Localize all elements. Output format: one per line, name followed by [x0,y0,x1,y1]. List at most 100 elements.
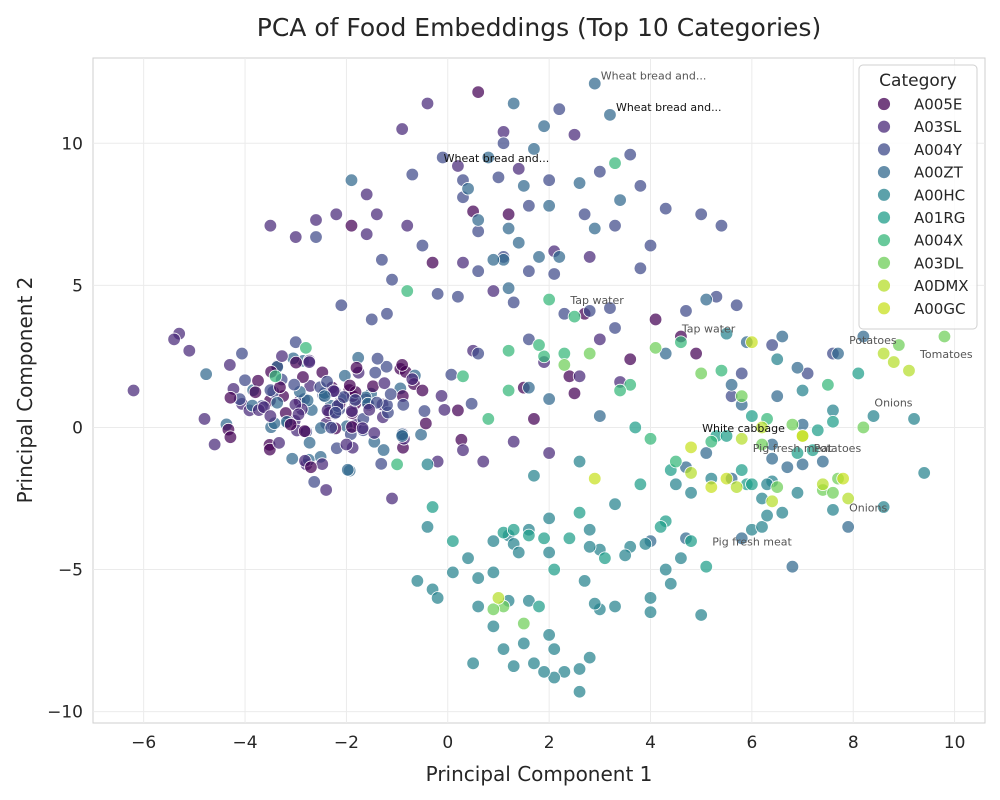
scatter-point [238,373,252,387]
scatter-point [735,531,749,545]
scatter-point [811,423,825,437]
scatter-point [506,434,521,449]
scatter-point [263,218,278,233]
scatter-point [562,531,577,545]
scatter-point [496,136,511,150]
x-axis-label: Principal Component 1 [426,762,653,786]
x-tick-label: −4 [233,733,258,753]
scatter-point [436,150,450,165]
scatter-point [471,571,485,585]
scatter-point [856,329,871,344]
scatter-point [126,383,141,398]
scatter-point [471,264,485,278]
scatter-point [547,642,561,656]
y-tick-label: −10 [47,703,83,723]
scatter-point [719,471,734,486]
scatter-point [430,287,445,301]
legend-marker [877,97,891,111]
scatter-point [334,298,349,312]
scatter-point [724,378,739,392]
scatter-point [471,85,485,99]
scatter-point [674,335,688,349]
scatter-point [582,523,597,537]
scatter-point [623,147,637,162]
scatter-point [795,457,810,472]
scatter-point [309,230,323,244]
scatter-point [410,574,425,588]
scatter-point [349,361,364,375]
scatter-point [461,182,475,196]
scatter-point [745,477,759,491]
scatter-point [876,500,891,514]
scatter-point [302,436,317,450]
scatter-point [659,562,673,577]
scatter-point [659,346,673,361]
scatter-point [299,341,313,355]
scatter-point [496,125,511,139]
legend-marker [877,187,891,202]
scatter-point [785,559,800,574]
scatter-point [341,463,355,477]
scatter-point [674,551,688,565]
scatter-point [770,480,784,494]
scatter-point [359,227,374,241]
scatter-point [385,491,399,506]
scatter-point [719,429,734,443]
scatter-point [917,466,931,480]
legend-marker [877,233,891,248]
scatter-point [451,290,465,304]
scatter-point [633,261,648,275]
scatter-point [235,346,249,361]
x-tick-label: 0 [442,733,453,753]
scatter-point [370,352,385,366]
chart-title: PCA of Food Embeddings (Top 10 Categorie… [257,13,821,42]
legend-marker [877,301,891,316]
legend-label: A005E [914,96,962,114]
scatter-point [481,412,496,426]
scatter-point [608,497,622,511]
y-tick-label: 10 [61,134,83,154]
scatter-point [841,520,855,534]
scatter-point [532,599,546,614]
scatter-point [542,292,556,307]
legend-title: Category [879,71,957,91]
scatter-point [527,656,541,671]
scatter-point [512,162,526,176]
scatter-point [390,457,404,472]
scatter-point [694,207,708,222]
scatter-point [684,486,698,500]
point-annotation: Onions [874,396,912,409]
scatter-point [547,670,561,685]
scatter-point [542,511,556,526]
x-tick-label: 6 [746,733,757,753]
scatter-point [684,440,698,455]
scatter-point [669,454,683,469]
scatter-point [430,591,445,605]
scatter-point [486,602,501,617]
scatter-point [517,616,531,631]
scatter-point [567,309,582,324]
scatter-point [547,267,561,281]
scatter-point [729,298,744,312]
legend-label: A004X [914,232,963,250]
scatter-point [395,358,409,372]
scatter-point [582,540,597,554]
scatter-point [344,173,359,187]
scatter-point [517,179,531,193]
scatter-point [376,443,391,457]
y-axis-ticks: −10 −5 0 5 10 [47,134,83,722]
scatter-point [451,159,465,173]
scatter-point [669,477,683,491]
scatter-point [501,281,516,295]
point-annotation: Potatoes [849,334,897,347]
scatter-point [506,96,521,111]
scatter-point [613,383,627,398]
scatter-point [374,457,388,471]
scatter-point [461,551,475,565]
scatter-point [362,403,376,417]
scatter-point [633,179,648,193]
scatter-point [664,577,678,591]
scatter-point [307,475,321,489]
scatter-point [735,432,749,446]
